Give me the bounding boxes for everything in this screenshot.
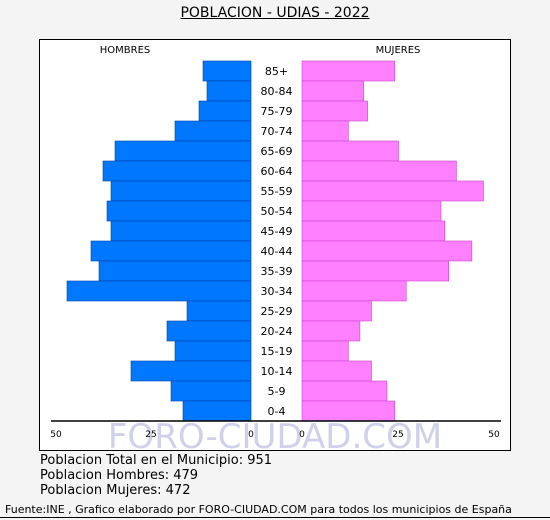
x-tick-label: 25 [145,430,156,440]
bar-hombres-30-34 [66,280,252,302]
bar-mujeres-30-34 [301,280,407,302]
bar-hombres-60-64 [102,160,252,182]
age-label-15-19: 15-19 [261,345,293,358]
age-label-30-34: 30-34 [261,285,293,298]
bar-mujeres-60-64 [301,160,457,182]
bar-hombres-35-39 [98,260,252,282]
bar-hombres-85+ [202,60,252,82]
age-label-25-29: 25-29 [261,305,293,318]
x-tick-label: 0 [299,430,305,440]
age-label-5-9: 5-9 [268,385,286,398]
bar-hombres-25-29 [186,300,252,322]
age-label-40-44: 40-44 [261,245,293,258]
bar-mujeres-5-9 [301,380,388,402]
bar-mujeres-85+ [301,60,395,82]
bar-hombres-55-59 [110,180,252,202]
bar-mujeres-75-79 [301,100,368,122]
bar-mujeres-65-69 [301,140,399,162]
age-label-45-49: 45-49 [261,225,293,238]
age-label-65-69: 65-69 [261,145,293,158]
bar-hombres-80-84 [206,80,252,102]
pyramid-svg: FORO-CIUDAD.COM HOMBRES MUJERES 85+ 80-84… [50,45,501,452]
watermark: FORO-CIUDAD.COM [108,417,442,452]
male-population: Poblacion Hombres: 479 [40,468,199,483]
age-label-60-64: 60-64 [261,165,293,178]
bar-mujeres-50-54 [301,200,442,222]
bar-mujeres-15-19 [301,340,349,362]
female-population: Poblacion Mujeres: 472 [40,483,191,498]
bar-hombres-70-74 [174,120,252,142]
chart-title: POBLACION - UDIAS - 2022 [180,5,370,21]
age-label-20-24: 20-24 [261,325,293,338]
source-note: Fuente:INE , Grafico elaborado por FORO-… [5,503,512,516]
bar-mujeres-40-44 [301,240,473,262]
x-ticks-group: 50 25 0 0 25 50 [50,430,500,440]
x-tick-label: 50 [50,430,62,440]
bar-mujeres-80-84 [301,80,365,102]
age-label-70-74: 70-74 [261,125,293,138]
bar-hombres-75-79 [198,100,252,122]
bar-hombres-50-54 [106,200,252,222]
bar-mujeres-20-24 [301,320,361,342]
bottom-divider [0,517,550,518]
total-population: Poblacion Total en el Municipio: 951 [40,453,273,468]
age-label-35-39: 35-39 [261,265,293,278]
bar-mujeres-55-59 [301,180,484,202]
bar-hombres-40-44 [90,240,252,262]
age-label-55-59: 55-59 [261,185,293,198]
bar-mujeres-70-74 [301,120,349,142]
bar-hombres-20-24 [166,320,252,342]
bar-mujeres-0-4 [301,400,395,422]
x-tick-label: 50 [488,430,500,440]
age-label-0-4: 0-4 [268,405,286,418]
x-tick-label: 25 [392,430,403,440]
bar-mujeres-10-14 [301,360,372,382]
x-tick-label: 0 [248,430,254,440]
bar-hombres-65-69 [114,140,252,162]
bar-hombres-5-9 [170,380,252,402]
bars-group [66,60,484,422]
age-labels-group: 85+ 80-84 75-79 70-74 65-69 60-64 55-59 50-54 45… [261,65,293,418]
bar-hombres-45-49 [110,220,252,242]
bar-hombres-15-19 [174,340,252,362]
bar-mujeres-45-49 [301,220,446,242]
hombres-label: HOMBRES [100,45,151,56]
age-label-10-14: 10-14 [261,365,293,378]
bar-hombres-10-14 [130,360,252,382]
bar-mujeres-35-39 [301,260,449,282]
pyramid-chart: FORO-CIUDAD.COM HOMBRES MUJERES 85+ 80-84… [39,39,511,452]
bar-mujeres-25-29 [301,300,372,322]
mujeres-label: MUJERES [376,45,421,56]
bar-hombres-0-4 [182,400,252,422]
age-label-80-84: 80-84 [261,85,293,98]
age-label-75-79: 75-79 [261,105,293,118]
age-label-50-54: 50-54 [261,205,293,218]
age-label-85+: 85+ [265,65,288,78]
